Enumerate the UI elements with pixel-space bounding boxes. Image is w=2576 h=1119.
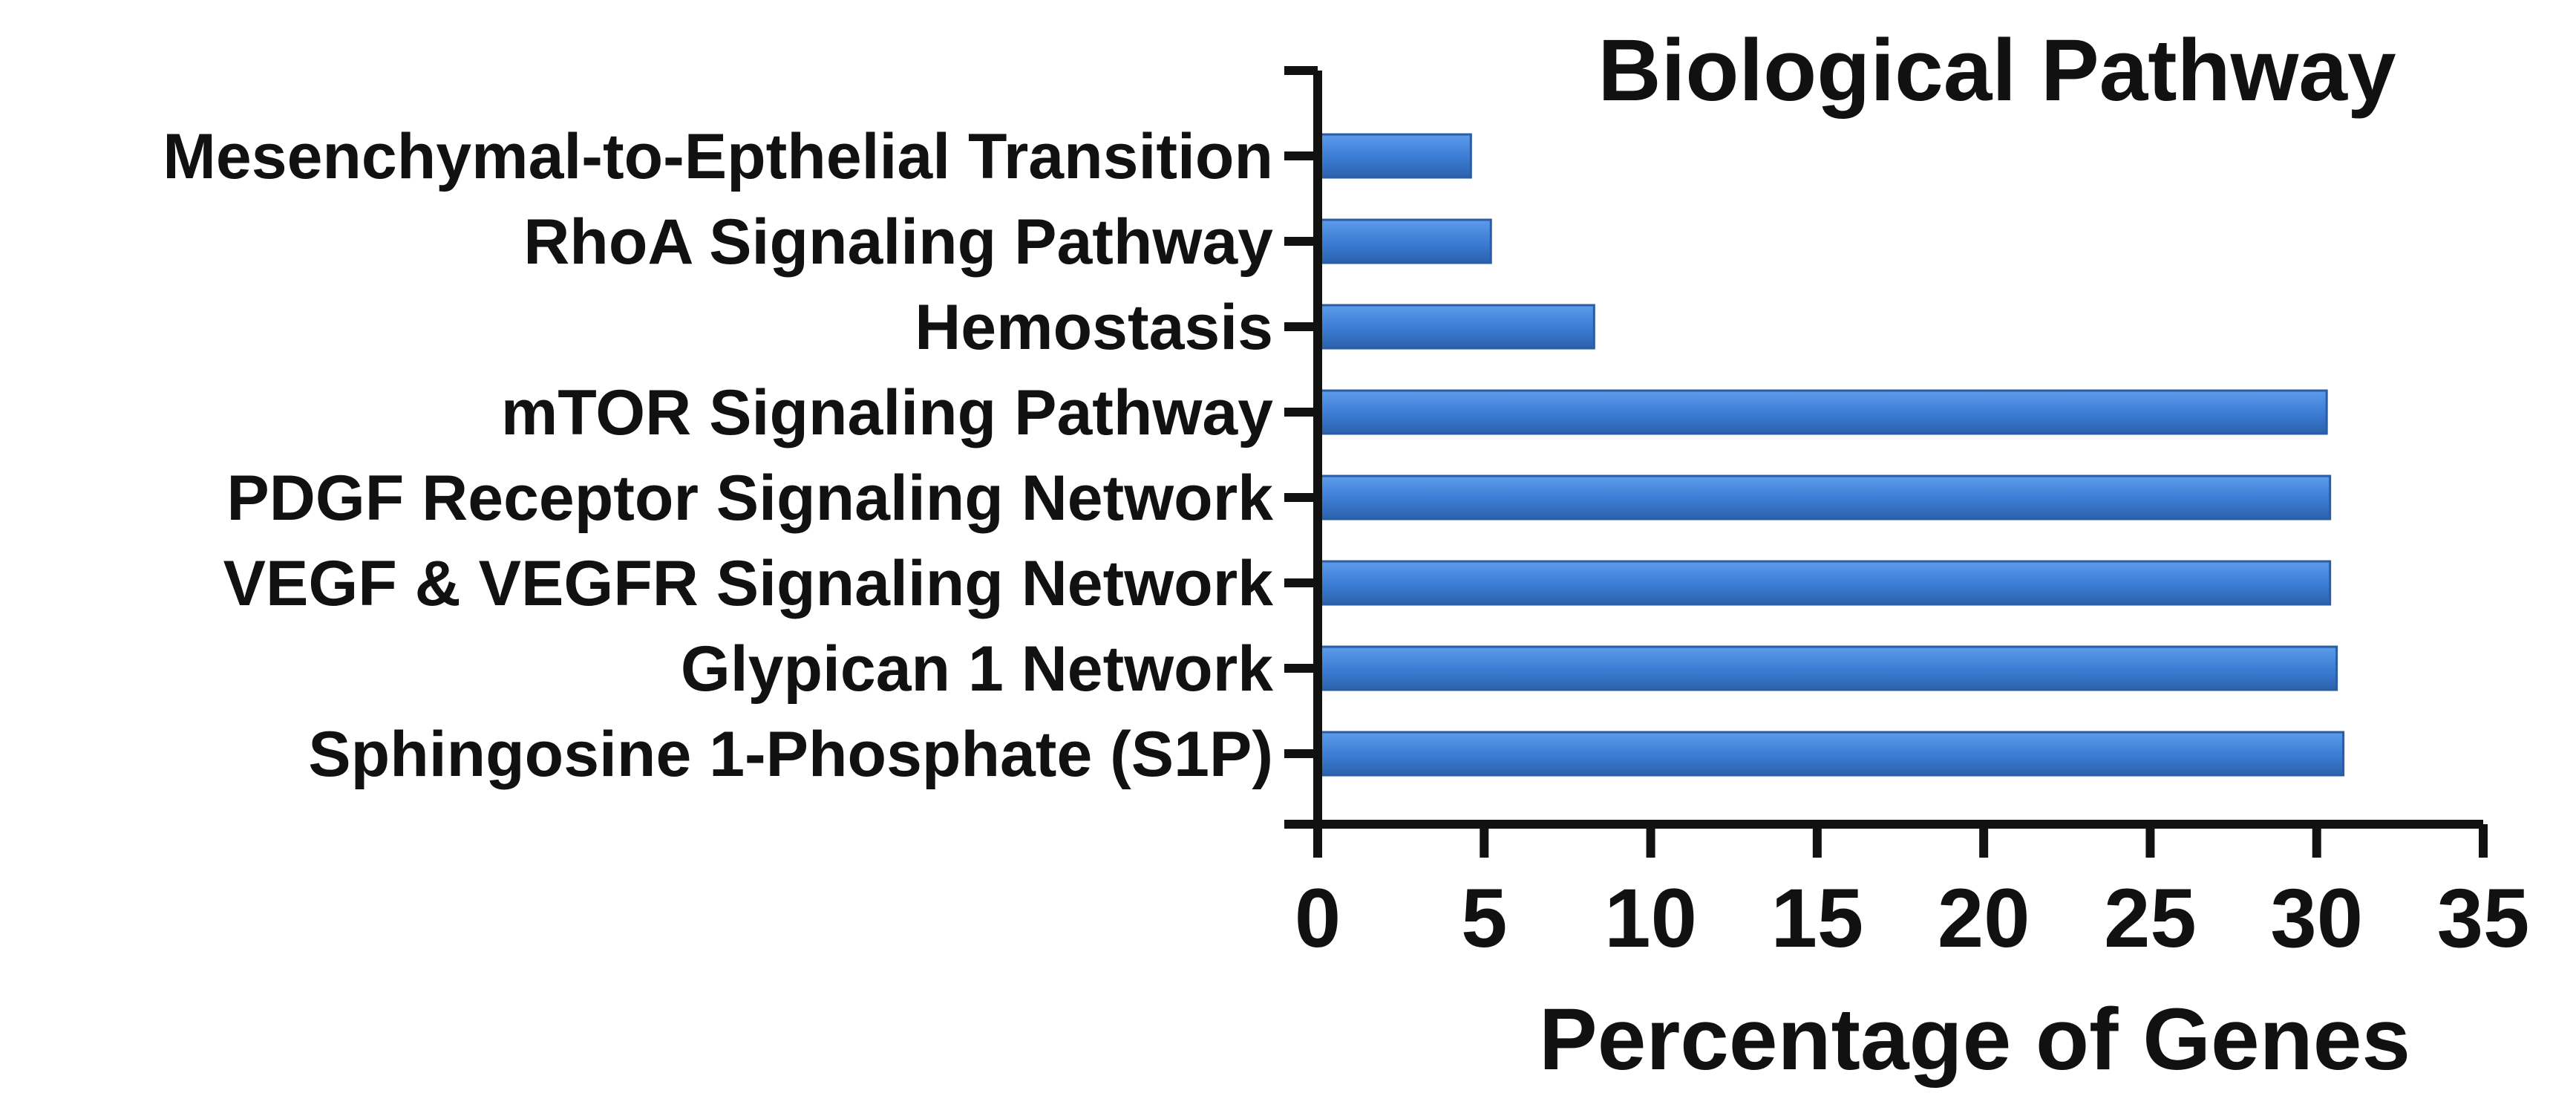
y-tick-label: mTOR Signaling Pathway xyxy=(501,377,1273,448)
x-tick-label: 35 xyxy=(2437,872,2530,965)
y-tick-label: Sphingosine 1-Phosphate (S1P) xyxy=(308,719,1273,790)
bar xyxy=(1316,645,2338,691)
y-axis xyxy=(1284,66,1322,829)
bar xyxy=(1316,474,2332,521)
bar xyxy=(1316,304,1595,350)
bar xyxy=(1316,389,2328,435)
x-tick-label: 30 xyxy=(2270,872,2363,965)
bar xyxy=(1316,560,2332,606)
bars-group xyxy=(1316,133,2345,777)
y-axis-labels: Mesenchymal-to-Epthelial Transition RhoA … xyxy=(163,121,1273,790)
x-tick-label: 0 xyxy=(1295,872,1341,965)
y-tick-label: PDGF Receptor Signaling Network xyxy=(226,463,1273,534)
bar xyxy=(1316,218,1492,264)
y-tick-label: VEGF & VEGFR Signaling Network xyxy=(223,548,1274,619)
x-tick-label: 15 xyxy=(1771,872,1864,965)
x-tick-label: 20 xyxy=(1938,872,2030,965)
y-tick-label: Hemostasis xyxy=(915,292,1273,363)
chart-title: Biological Pathway xyxy=(1598,22,2396,120)
x-tick-label: 25 xyxy=(2104,872,2197,965)
bar xyxy=(1316,731,2345,777)
bar xyxy=(1316,133,1472,179)
x-tick-label: 10 xyxy=(1604,872,1697,965)
x-axis-label: Percentage of Genes xyxy=(1539,991,2410,1089)
x-tick-labels: 0 5 10 15 20 25 30 35 xyxy=(1295,872,2529,965)
y-tick-label: Glypican 1 Network xyxy=(681,633,1273,705)
x-axis xyxy=(1313,820,2488,858)
y-tick-label: Mesenchymal-to-Epthelial Transition xyxy=(163,121,1273,192)
y-tick-label: RhoA Signaling Pathway xyxy=(523,206,1273,278)
x-tick-label: 5 xyxy=(1461,872,1507,965)
